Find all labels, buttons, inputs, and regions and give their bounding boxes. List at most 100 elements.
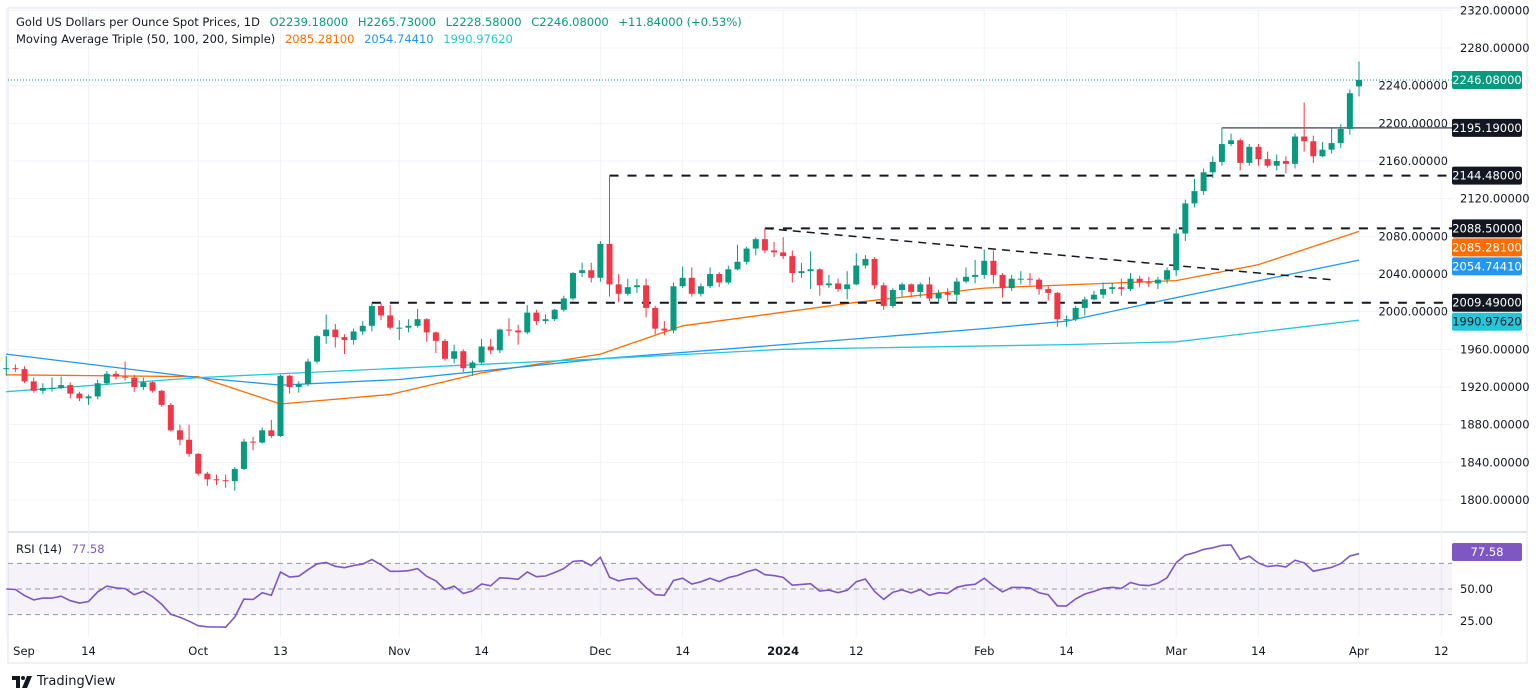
candle (780, 237, 787, 259)
candle (615, 274, 622, 303)
candle-body (880, 285, 887, 307)
candle-body (899, 284, 905, 291)
candle-body (624, 287, 631, 294)
candle-body (1100, 289, 1107, 295)
candle (752, 237, 759, 256)
candle-body (551, 309, 558, 320)
candle (94, 379, 101, 400)
candle (231, 467, 238, 491)
candle (1310, 135, 1317, 163)
candle (1218, 127, 1225, 166)
candle (58, 376, 65, 389)
candle (1200, 168, 1207, 195)
rsi-value: 77.58 (71, 542, 105, 556)
candle-body (1319, 149, 1326, 157)
candle (1154, 276, 1161, 290)
candle (871, 257, 878, 290)
candle (277, 374, 284, 437)
candle-body (1209, 161, 1216, 173)
candle (1109, 282, 1116, 294)
candle (30, 377, 37, 393)
candle (835, 278, 842, 292)
price-tick-label: 2120.00000 (1460, 192, 1530, 206)
candle-body (222, 480, 229, 482)
price-badge (1452, 118, 1522, 137)
candle (1191, 178, 1198, 208)
candle (761, 228, 768, 254)
candle (652, 306, 659, 335)
candle (149, 381, 156, 393)
candle (515, 324, 522, 345)
candle (1072, 306, 1079, 322)
candle-body (341, 337, 348, 340)
candle (1063, 315, 1070, 327)
candle (962, 267, 969, 284)
price-tick-label: 2240.00000 (1378, 79, 1448, 93)
candle-body (332, 329, 339, 338)
candle (3, 355, 10, 376)
candle (1054, 291, 1061, 327)
candle (1118, 278, 1125, 296)
candle-body (643, 285, 650, 308)
candle-body (295, 384, 302, 388)
candle (816, 268, 823, 296)
trendline (764, 227, 1332, 281)
candle-body (1036, 279, 1043, 290)
candle-body (780, 252, 787, 257)
candle-body (1273, 161, 1280, 166)
candle-body (515, 330, 522, 333)
candle (76, 391, 83, 402)
candle (195, 452, 202, 476)
time-tick-label: Sep (13, 644, 35, 658)
candle-body (195, 453, 202, 474)
candle-body (1164, 270, 1171, 280)
candle (679, 266, 686, 289)
candle (1292, 133, 1299, 169)
candle-body (524, 312, 531, 333)
candle (460, 349, 467, 372)
candle-body (1154, 279, 1161, 284)
candle (1090, 290, 1097, 301)
ohlc-low: L2228.58000 (445, 15, 522, 29)
ma100-value: 2054.74410 (364, 32, 434, 46)
candle (798, 262, 805, 278)
candle-body (1310, 141, 1317, 157)
candle (1182, 199, 1189, 242)
candle (295, 381, 302, 393)
ma-title: Moving Average Triple (50, 100, 200, Sim… (16, 32, 276, 46)
candle (21, 366, 28, 384)
candle (1127, 273, 1134, 291)
candle (1328, 127, 1335, 154)
chart-frame (7, 7, 1528, 664)
candle-body (734, 261, 741, 270)
tradingview-brand[interactable]: TradingView (12, 674, 116, 689)
candle (48, 377, 55, 392)
time-tick-label: Feb (974, 644, 994, 658)
candle-body (423, 319, 430, 333)
candle-body (679, 277, 686, 287)
price-tick-label: 1960.00000 (1460, 342, 1530, 356)
candle-body (542, 319, 549, 322)
candle-body (204, 473, 211, 480)
candle-body (186, 439, 193, 454)
candle-body (972, 274, 979, 277)
price-badge-label: 2195.19000 (1452, 121, 1522, 135)
candle-body (39, 387, 46, 391)
candle-body (1191, 191, 1198, 204)
candle (350, 328, 357, 345)
time-tick-label: Mar (1165, 644, 1187, 658)
candle-body (1328, 143, 1335, 150)
candle-body (697, 286, 704, 294)
candle-body (597, 243, 604, 278)
candle (944, 288, 951, 302)
price-tick-label: 2080.00000 (1378, 229, 1448, 243)
price-tick-label: 2320.00000 (1460, 3, 1530, 17)
candle (1346, 89, 1353, 135)
candle (789, 250, 796, 283)
candle (953, 277, 960, 302)
candle-body (615, 284, 622, 294)
candle (935, 290, 942, 304)
candle-body (12, 368, 19, 370)
candle (588, 262, 595, 283)
